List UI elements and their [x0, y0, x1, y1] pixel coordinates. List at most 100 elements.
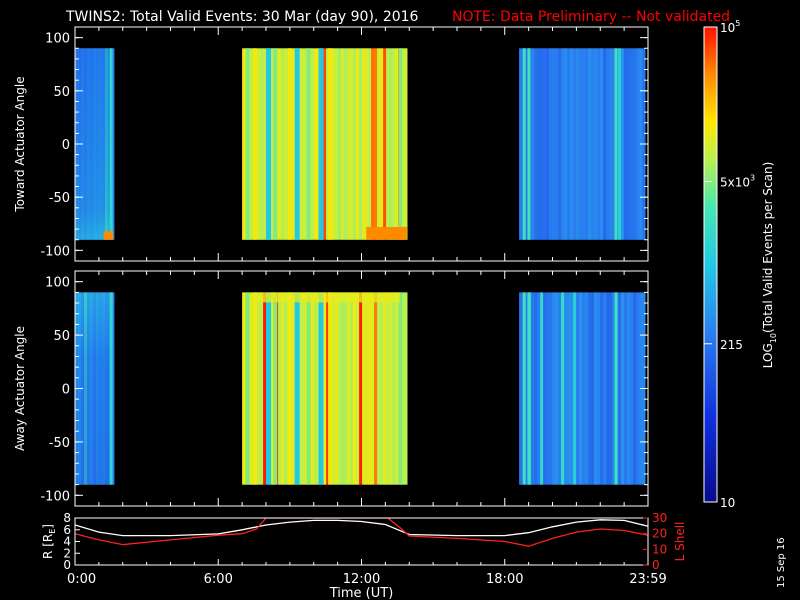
heatmap-column — [567, 292, 571, 485]
heatmap-column — [323, 48, 327, 240]
heatmap-column — [612, 292, 616, 485]
heatmap-column — [606, 292, 610, 485]
heatmap-column — [263, 48, 267, 240]
heatmap-column — [365, 48, 369, 240]
y-tick-label: -50 — [49, 191, 70, 206]
y-tick-label-left: 0 — [63, 558, 71, 572]
colorbar-tick-base: 10 — [720, 21, 735, 35]
heatmap-streak — [287, 48, 292, 240]
colorbar-tick-base: 5x10 — [720, 175, 750, 189]
lshell-line — [75, 518, 648, 547]
heatmap-column — [603, 292, 607, 485]
heatmap-column — [260, 292, 264, 485]
heatmap-column — [323, 292, 327, 485]
colorbar-tick-label: 10 — [720, 496, 735, 510]
heatmap-column — [395, 48, 399, 240]
heatmap-streak — [245, 48, 250, 240]
y-tick-label: -100 — [40, 489, 70, 504]
heatmap-column — [356, 48, 360, 240]
heatmap-column — [600, 48, 604, 240]
heatmap-column — [359, 292, 363, 485]
heatmap-column — [546, 292, 550, 485]
heatmap-column — [377, 292, 381, 485]
heatmap-column — [368, 48, 372, 240]
heatmap-column — [353, 292, 357, 485]
heatmap-column — [543, 292, 547, 485]
colorbar-tick-exp: 5 — [735, 19, 740, 28]
heatmap-streak — [328, 48, 333, 240]
heatmap-column — [344, 292, 348, 485]
heatmap-streak — [328, 292, 333, 485]
heatmap-column — [561, 292, 565, 485]
heatmap-column — [570, 292, 574, 485]
heatmap-column — [537, 48, 541, 240]
heatmap-streak — [522, 48, 526, 240]
heatmap-column — [380, 292, 384, 485]
heatmap-column — [332, 292, 336, 485]
heatmap-column — [338, 48, 342, 240]
heatmap-streak — [398, 292, 403, 485]
heatmap-column — [519, 292, 523, 485]
y-tick-label: 100 — [45, 32, 70, 47]
heatmap-column — [353, 48, 357, 240]
x-tick-label: 23:59 — [629, 572, 666, 587]
y-axis-label-right: L Shell — [673, 522, 687, 562]
heatmap-column — [624, 292, 628, 485]
heatmap-column — [392, 292, 396, 485]
heatmap-column — [314, 292, 318, 485]
y-axis-label-left: R [RE] — [41, 524, 57, 559]
heatmap-column — [335, 48, 339, 240]
x-tick-label: 6:00 — [204, 572, 233, 587]
heatmap-column — [573, 48, 577, 240]
heatmap-column — [627, 292, 631, 485]
heatmap-column — [606, 48, 610, 240]
colorbar-label-sub: 10 — [769, 333, 778, 343]
heatmap-streak — [522, 292, 526, 485]
heatmap-column — [302, 48, 306, 240]
heatmap-column — [576, 48, 580, 240]
colorbar-label-rest: (Total Valid Events per Scan) — [761, 162, 775, 333]
heatmap-column — [621, 292, 625, 485]
heatmap-streak — [318, 292, 324, 485]
y-tick-label-left: 2 — [63, 546, 71, 560]
heatmap-column — [290, 48, 294, 240]
heatmap-column — [392, 48, 396, 240]
away-panel: 100 50 0 -50 -100 Away Actuator Angle — [13, 270, 649, 507]
x-axis-label: Time (UT) — [329, 586, 394, 600]
heatmap-streak — [614, 48, 618, 240]
y-tick-label: -50 — [49, 436, 70, 451]
chart-note: NOTE: Data Preliminary -- Not validated — [452, 9, 730, 25]
heatmap-column — [326, 48, 330, 240]
colorbar-tick-label: 105 — [720, 19, 740, 35]
heatmap-column — [579, 48, 583, 240]
heatmap-column — [630, 48, 634, 240]
heatmap-streak — [398, 48, 403, 240]
data-interval-1 — [75, 48, 115, 240]
heatmap-column — [549, 48, 553, 240]
heatmap-column — [552, 48, 556, 240]
heatmap-column — [341, 292, 345, 485]
heatmap-column — [257, 292, 261, 485]
heatmap-column — [362, 48, 366, 240]
heatmap-column — [591, 48, 595, 240]
heatmap-column — [624, 48, 628, 240]
heatmap-hotspot — [254, 292, 400, 303]
colorbar-tick-base: 215 — [720, 338, 743, 352]
heatmap-column — [537, 292, 541, 485]
y-axis-label-left-main: R [R — [41, 534, 55, 559]
heatmap-streak — [318, 48, 324, 240]
heatmap-column — [359, 48, 363, 240]
heatmap-column — [284, 48, 288, 240]
heatmap-column — [386, 48, 390, 240]
heatmap-column — [546, 48, 550, 240]
heatmap-column — [299, 292, 303, 485]
heatmap-streak — [109, 292, 113, 485]
heatmap-column — [371, 48, 375, 240]
heatmap-column — [609, 292, 613, 485]
heatmap-streak — [252, 48, 257, 240]
heatmap-column — [284, 292, 288, 485]
heatmap-column — [591, 292, 595, 485]
heatmap-streak — [306, 292, 311, 485]
